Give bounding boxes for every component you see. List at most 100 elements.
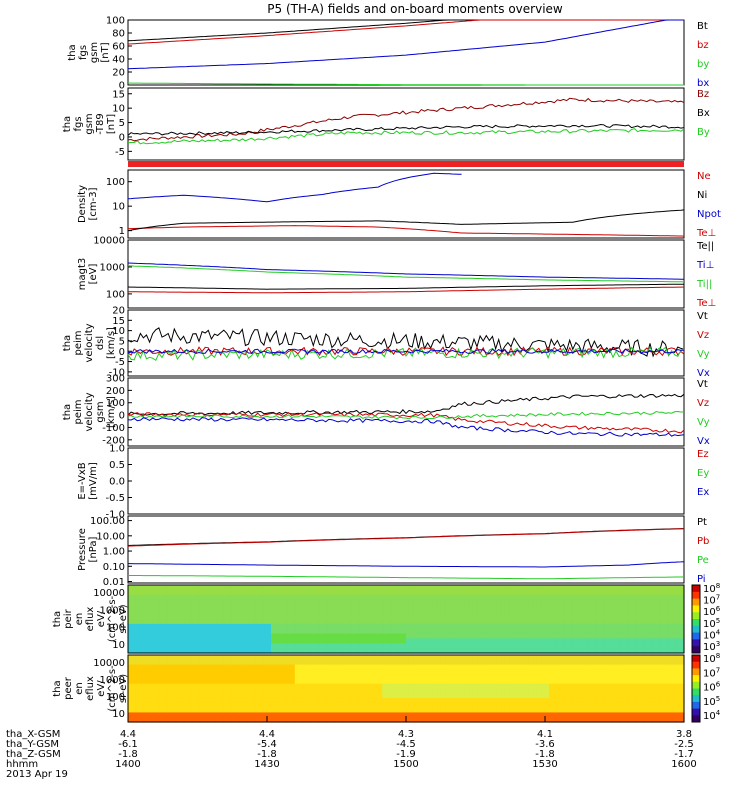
heatmap-cell xyxy=(255,655,264,661)
heatmap-cell xyxy=(366,683,375,690)
heatmap-cell xyxy=(191,609,201,615)
heatmap-cell xyxy=(644,628,653,635)
legend-label: Ti⊥ xyxy=(696,260,714,271)
heatmap-cell xyxy=(453,599,463,606)
heatmap-cell xyxy=(556,678,566,685)
heatmap-cell xyxy=(580,594,590,601)
heatmap-cell xyxy=(191,717,201,723)
heatmap-cell xyxy=(485,643,494,649)
heatmap-cell xyxy=(215,717,224,723)
heatmap-cell xyxy=(143,712,153,718)
heatmap-cell xyxy=(676,633,685,640)
heatmap-cell xyxy=(231,683,240,690)
footer-value: 1600 xyxy=(671,759,696,770)
heatmap-cell xyxy=(366,669,375,675)
heatmap-cell xyxy=(398,589,407,596)
heatmap-cell xyxy=(199,594,209,601)
heatmap-cell xyxy=(556,594,566,601)
heatmap-cell xyxy=(525,643,534,649)
heatmap-cell xyxy=(310,678,320,685)
heatmap-cell xyxy=(588,678,598,685)
heatmap-cell xyxy=(223,604,232,610)
heatmap-cell xyxy=(390,599,399,606)
heatmap-cell xyxy=(247,638,256,644)
heatmap-cell xyxy=(302,664,312,670)
heatmap-cell xyxy=(477,589,487,596)
heatmap-cell xyxy=(660,664,669,670)
heatmap-cell xyxy=(318,594,328,601)
heatmap-cell xyxy=(167,633,177,640)
heatmap-cell xyxy=(556,717,566,723)
heatmap-cell xyxy=(239,717,248,723)
heatmap-cell xyxy=(588,655,598,661)
heatmap-cell xyxy=(421,688,431,694)
heatmap-cell xyxy=(366,659,375,666)
heatmap-cell xyxy=(374,599,383,606)
heatmap-cell xyxy=(580,678,590,685)
heatmap-cell xyxy=(390,669,399,675)
heatmap-cell xyxy=(215,628,224,635)
heatmap-cell xyxy=(207,688,216,694)
heatmap-cell xyxy=(604,688,614,694)
heatmap-cell xyxy=(517,664,526,670)
heatmap-cell xyxy=(493,712,502,718)
colorbar-segment xyxy=(692,625,700,634)
heatmap-cell xyxy=(358,712,367,718)
heatmap-cell xyxy=(612,589,622,596)
heatmap-cell xyxy=(151,678,161,685)
heatmap-cell xyxy=(676,712,685,718)
heatmap-cell xyxy=(580,589,590,596)
heatmap-cell xyxy=(223,614,232,620)
heatmap-cell xyxy=(644,717,653,723)
heatmap-cell xyxy=(668,585,677,591)
heatmap-cell xyxy=(541,659,550,666)
heatmap-cell xyxy=(382,594,391,601)
heatmap-cell xyxy=(429,648,439,654)
heatmap-cell xyxy=(255,628,264,635)
y-tick-label: 1000 xyxy=(100,675,125,686)
heatmap-cell xyxy=(485,594,494,601)
series-line-Vy xyxy=(127,410,685,420)
heatmap-cell xyxy=(159,688,169,694)
heatmap-cell xyxy=(223,628,232,635)
heatmap-cell xyxy=(525,604,534,610)
y-axis-label: (cm^2-s- xyxy=(107,595,118,642)
heatmap-cell xyxy=(580,599,590,606)
heatmap-cell xyxy=(270,683,280,690)
heatmap-cell xyxy=(636,664,645,670)
heatmap-cell xyxy=(382,693,391,699)
heatmap-cell xyxy=(342,683,351,690)
heatmap-cell xyxy=(207,604,216,610)
heatmap-cell xyxy=(493,633,502,640)
heatmap-cell xyxy=(501,688,510,694)
y-axis-label: magt3 xyxy=(77,258,88,291)
heatmap-cell xyxy=(382,712,391,718)
heatmap-cell xyxy=(437,707,447,714)
panel-peim_gsm: tha peim velocity gsm [km/s]-200-10001002003… xyxy=(62,374,710,448)
heatmap-cell xyxy=(580,604,590,610)
heatmap-cell xyxy=(199,619,209,625)
heatmap-cell xyxy=(628,688,637,694)
heatmap-cell xyxy=(270,614,280,620)
heatmap-cell xyxy=(501,589,510,596)
heatmap-cell xyxy=(374,585,383,591)
heatmap-cell xyxy=(398,669,407,675)
heatmap-cell xyxy=(239,659,248,666)
heatmap-cell xyxy=(620,638,629,644)
heatmap-cell xyxy=(366,604,375,610)
heatmap-cell xyxy=(620,614,629,620)
heatmap-cell xyxy=(469,669,479,675)
y-axis-label: peer xyxy=(63,676,74,700)
heatmap-cell xyxy=(556,683,566,690)
heatmap-cell xyxy=(501,655,510,661)
heatmap-cell xyxy=(310,698,320,704)
heatmap-cell xyxy=(580,659,590,666)
heatmap-cell xyxy=(676,702,685,709)
heatmap-cell xyxy=(421,638,431,644)
heatmap-cell xyxy=(406,683,415,690)
colorbar-tick-label: 106 xyxy=(703,605,721,618)
heatmap-cell xyxy=(437,609,447,615)
heatmap-frame xyxy=(127,584,685,654)
heatmap-cell xyxy=(525,698,534,704)
heatmap-cell xyxy=(183,589,193,596)
